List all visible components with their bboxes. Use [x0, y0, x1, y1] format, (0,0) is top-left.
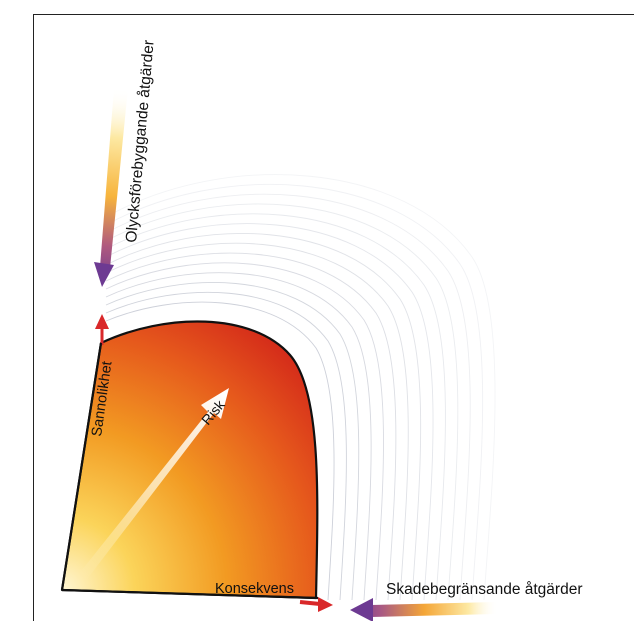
consequence-axis-arrow	[299, 597, 333, 612]
mitigation-measures-label: Skadebegränsande åtgärder	[386, 581, 582, 598]
preventive-measures-arrow	[94, 88, 128, 287]
risk-arrow	[70, 388, 229, 591]
consequence-axis-line	[61, 588, 319, 600]
probability-axis-line	[60, 342, 103, 591]
mitigation-measures-arrow	[350, 598, 497, 621]
diagram-frame	[33, 14, 634, 621]
risk-contour-lines	[105, 174, 496, 601]
risk-area	[60, 320, 319, 600]
consequence-label: Konsekvens	[215, 581, 294, 597]
probability-axis-arrow	[95, 314, 109, 345]
